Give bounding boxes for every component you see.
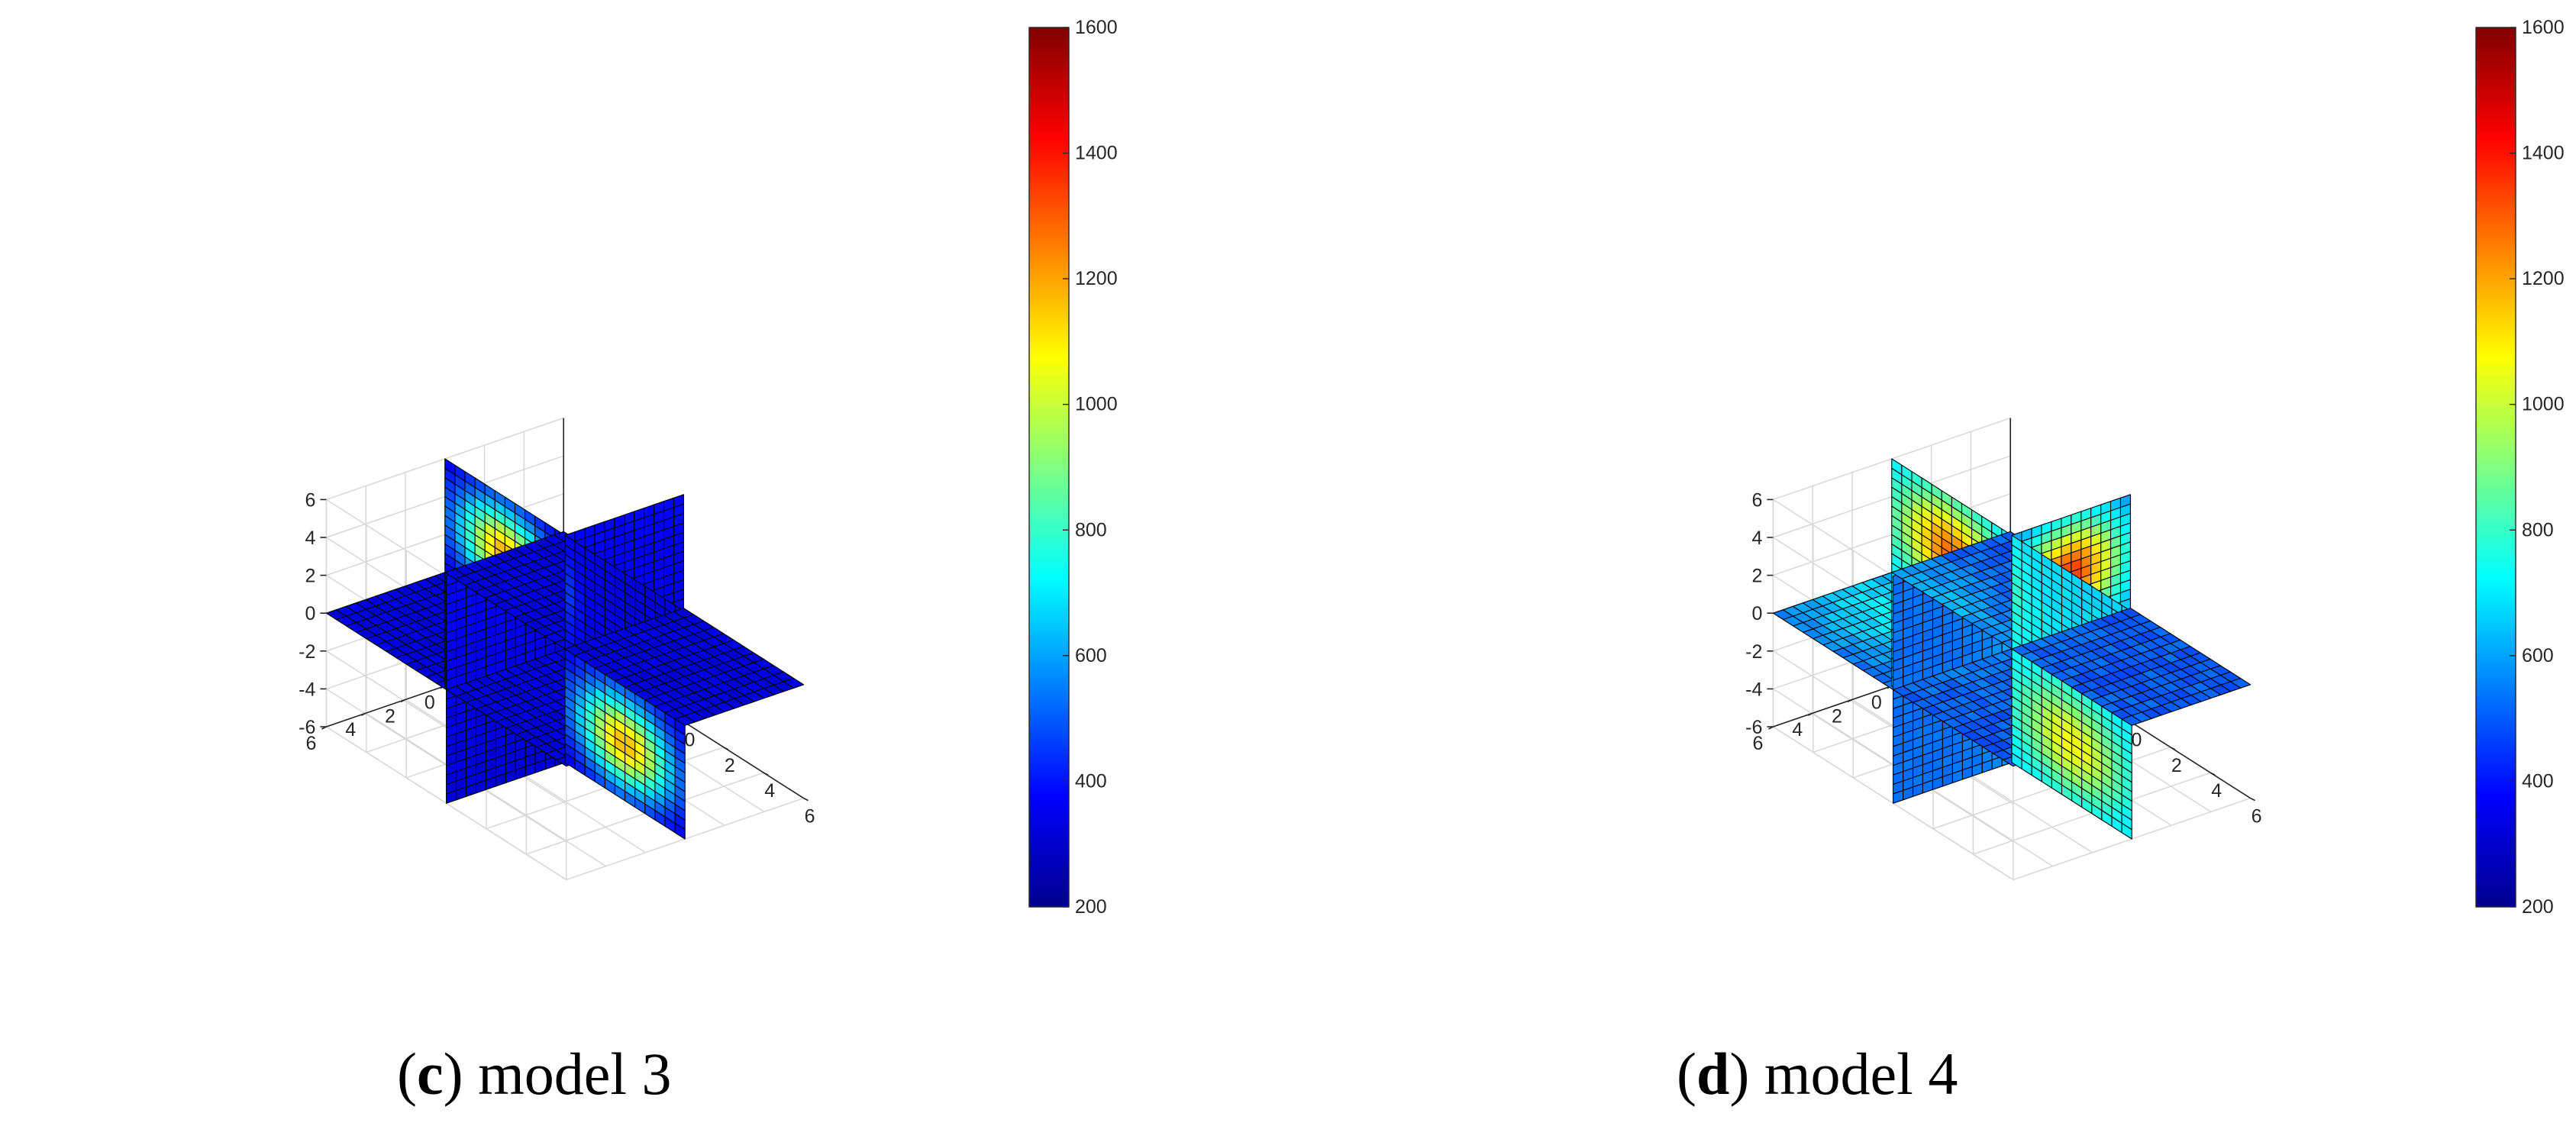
z-tick-label: 0 — [305, 603, 315, 624]
slice-planes — [325, 458, 805, 840]
colorbar: 1600 1400 1200 1000 800 600 400 200 — [2475, 17, 2565, 918]
caption-d-text: model 4 — [1749, 1041, 1958, 1107]
panel-model-4: -6-4-202466420-2-4-66420-2-4-61600140012… — [1745, 17, 2564, 918]
x-tick-label: 2 — [725, 755, 735, 776]
z-tick-label: -4 — [1745, 679, 1762, 700]
colorbar-tick-label: 800 — [1075, 519, 1107, 540]
colorbar-scale — [1028, 27, 1070, 908]
y-tick-label: 4 — [345, 719, 356, 740]
colorbar-scale — [2475, 27, 2516, 908]
x-tick-label: 4 — [764, 780, 775, 802]
z-tick-label: 6 — [305, 489, 315, 511]
y-tick-label: 2 — [1832, 705, 1842, 727]
colorbar-tick-label: 1600 — [1075, 17, 1118, 38]
z-tick-label: -2 — [1745, 641, 1762, 663]
caption-d: (d) model 4 — [1677, 1041, 1958, 1107]
x-tick-label: 4 — [2211, 780, 2222, 802]
x-tick-label: 0 — [684, 729, 695, 750]
x-tick-label: 2 — [2171, 755, 2182, 776]
colorbar-tick-label: 1400 — [2522, 143, 2565, 164]
y-tick-label: 0 — [1871, 692, 1882, 714]
colorbar-tick-label: 600 — [2522, 645, 2554, 666]
z-tick-label: 4 — [305, 528, 315, 549]
caption-c-label: c — [417, 1041, 444, 1107]
caption-c-text: model 3 — [463, 1041, 672, 1107]
colorbar-tick-label: 200 — [2522, 896, 2554, 918]
caption-d-label: d — [1696, 1041, 1729, 1107]
slice-z-cell — [2121, 715, 2142, 726]
colorbar-tick-label: 1400 — [1075, 143, 1118, 164]
colorbar: 1600 1400 1200 1000 800 600 400 200 — [1028, 17, 1118, 918]
colorbar-tick-label: 1200 — [2522, 268, 2565, 289]
x-tick-label: 0 — [2131, 729, 2142, 750]
colorbar-tick-label: 600 — [1075, 645, 1107, 666]
y-tick-label: 6 — [305, 733, 316, 754]
colorbar-tick-label: 200 — [1075, 896, 1107, 918]
y-tick-label: 6 — [1752, 733, 1763, 754]
x-tick-label: 6 — [805, 806, 815, 828]
colorbar-tick-label: 400 — [2522, 770, 2554, 792]
colorbar-tick-label: 1600 — [2522, 17, 2565, 38]
y-tick-label: 4 — [1792, 719, 1803, 740]
caption-c: (c) model 3 — [397, 1041, 672, 1107]
z-tick-label: 6 — [1751, 489, 1762, 511]
z-tick-label: -6 — [299, 717, 315, 738]
slice-z-cell — [674, 715, 696, 726]
z-tick-label: -2 — [299, 641, 315, 663]
x-tick-label: 6 — [2252, 806, 2262, 828]
y-tick-label: 0 — [424, 692, 435, 714]
z-tick-label: 2 — [1751, 566, 1762, 587]
colorbar-tick-label: 1000 — [1075, 394, 1118, 415]
z-tick-label: 4 — [1751, 528, 1762, 549]
colorbar-tick-label: 400 — [1075, 770, 1107, 792]
slice-planes — [1772, 458, 2252, 840]
z-tick-label: 0 — [1751, 603, 1762, 624]
z-tick-label: 2 — [305, 566, 315, 587]
z-tick-label: -4 — [299, 679, 315, 700]
panel-model-3: -6-4-202466420-2-4-66420-2-4-61600140012… — [299, 17, 1117, 918]
colorbar-tick-label: 1000 — [2522, 394, 2565, 415]
z-tick-label: -6 — [1745, 717, 1762, 738]
colorbar-tick-label: 800 — [2522, 519, 2554, 540]
colorbar-tick-label: 1200 — [1075, 268, 1118, 289]
y-tick-label: 2 — [385, 705, 395, 727]
